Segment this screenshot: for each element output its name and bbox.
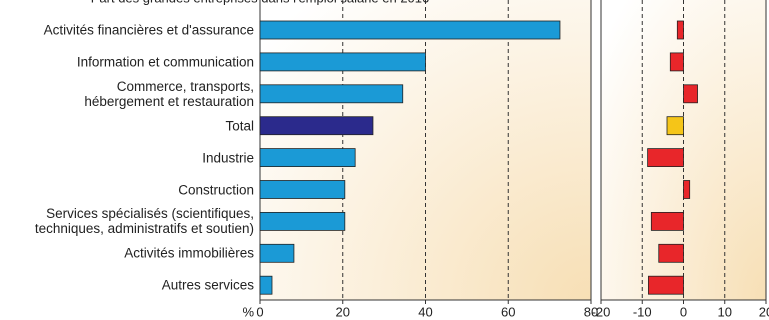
category-label: Services spécialisés (scientifiques, tec… — [34, 206, 254, 237]
bar — [648, 275, 684, 295]
category-label: Activités financières et d'assurance — [43, 22, 254, 38]
bar — [259, 52, 426, 72]
bar — [259, 275, 273, 295]
category-label: Autres services — [161, 277, 254, 293]
category-label: Activités immobilières — [124, 245, 254, 261]
bar — [683, 84, 698, 104]
chart-title: Part des grandes entreprises dans l'empl… — [91, 0, 430, 5]
x-tick-label: 60 — [501, 304, 515, 319]
bar — [683, 180, 691, 199]
bar — [666, 116, 684, 136]
bar — [650, 211, 684, 231]
x-tick-label: -20 — [592, 304, 611, 319]
x-tick-label: 0 — [256, 304, 263, 319]
category-label: Commerce, transports, hébergement et res… — [84, 78, 254, 109]
bar — [259, 243, 295, 263]
x-tick-label: 0 — [680, 304, 687, 319]
bar — [647, 148, 684, 168]
bar — [259, 148, 356, 168]
category-label: Total — [225, 118, 254, 134]
x-tick-label: 80 — [584, 304, 598, 319]
category-label: Construction — [178, 182, 254, 197]
x-tick-label: 20 — [759, 304, 769, 319]
bar — [259, 180, 346, 199]
bar — [259, 211, 346, 231]
bar — [658, 243, 684, 263]
category-label: Industrie — [202, 150, 254, 166]
x-tick-label: -10 — [633, 304, 652, 319]
bar — [259, 84, 404, 104]
x-tick-label: 40 — [418, 304, 432, 319]
bar — [259, 116, 374, 136]
bar — [676, 20, 684, 40]
category-label: Information et communication — [76, 54, 254, 70]
bar — [669, 52, 684, 72]
bar — [259, 20, 561, 40]
x-tick-label: 20 — [336, 304, 350, 319]
x-tick-label: 10 — [718, 304, 732, 319]
x-axis-label: % — [242, 304, 254, 319]
